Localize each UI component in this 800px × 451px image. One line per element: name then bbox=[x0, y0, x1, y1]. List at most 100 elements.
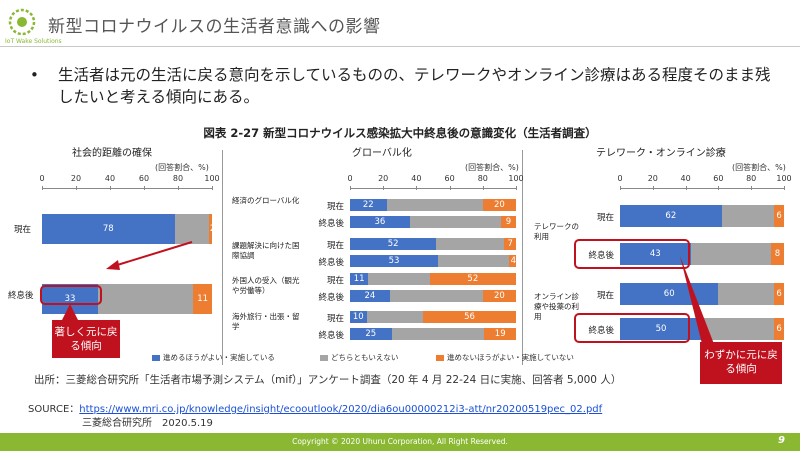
chart3-bar-segment-neutral bbox=[702, 318, 775, 340]
chart3-tick-label: 80 bbox=[746, 174, 757, 183]
chart2-bar-segment-yes bbox=[350, 199, 387, 211]
chart3-tick-mark bbox=[751, 186, 753, 190]
chart2-tick-mark bbox=[416, 186, 418, 190]
legend-swatch bbox=[320, 354, 328, 361]
chart3-axis-line bbox=[620, 188, 784, 189]
chart2-bar-segment-no bbox=[482, 290, 516, 302]
chart2-bar-segment-no bbox=[501, 216, 516, 228]
chart2-row-label: 現在 bbox=[326, 313, 344, 324]
chart2-bar-segment-neutral bbox=[366, 311, 424, 323]
chart3-bar-segment-neutral bbox=[718, 283, 775, 305]
chart3-bar-segment-no bbox=[774, 283, 784, 305]
chart1-cat-after: 終息後 bbox=[8, 291, 34, 301]
chart2-bar-segment-yes bbox=[350, 328, 392, 340]
chart3-row-label: 現在 bbox=[596, 212, 614, 223]
chart2-bar-segment-no bbox=[482, 199, 516, 211]
chart2-row-labels: 現在 終息後 現在 終息後 現在 終息後 現在 終息後 bbox=[300, 196, 348, 346]
chart2-tick-mark bbox=[383, 186, 385, 190]
chart2-data-label: 24 bbox=[364, 291, 376, 301]
chart2-bar-segment-no bbox=[429, 273, 516, 285]
chart2-bar-row: 25 19 bbox=[350, 328, 516, 340]
source-label: SOURCE： bbox=[28, 404, 80, 415]
chart2-row-label: 終息後 bbox=[318, 218, 344, 229]
chart2-title: グローバル化 bbox=[352, 148, 412, 159]
chart3-data-label: 43 bbox=[649, 249, 661, 259]
chart2-data-label: 7 bbox=[507, 239, 513, 249]
chart1-axis: 0 20 40 60 80 100 bbox=[39, 174, 220, 194]
chart2-row-label: 終息後 bbox=[318, 257, 344, 268]
chart1-bar-segment-no bbox=[208, 214, 212, 244]
footer-copyright: Copyright © 2020 Uhuru Corporation, All … bbox=[292, 437, 508, 446]
chart1-bar-row: 78 2 bbox=[42, 214, 215, 244]
chart2-bar-row: 11 52 bbox=[350, 273, 516, 285]
source-line: SOURCE：https://www.mri.co.jp/knowledge/i… bbox=[28, 400, 602, 415]
source-note: 出所：三菱総合研究所「生活者市場予測システム（mif）」アンケート調査（20 年… bbox=[34, 374, 622, 386]
chart1-cat-current: 現在 bbox=[14, 225, 32, 235]
callout-right: わずかに元に戻る傾向 bbox=[700, 342, 782, 384]
chart1-data-label: 2 bbox=[209, 224, 216, 234]
page-number: 9 bbox=[778, 435, 785, 446]
chart2-tick-label: 80 bbox=[477, 174, 488, 183]
chart1-bar-row: 33 11 bbox=[42, 284, 212, 314]
chart3-tick-mark bbox=[620, 186, 621, 190]
logo-text: IoT Wake Solutions bbox=[5, 38, 62, 45]
source-link[interactable]: https://www.mri.co.jp/knowledge/insight/… bbox=[79, 404, 603, 415]
chart2-bar-segment-no bbox=[504, 238, 516, 250]
chart1-tick-label: 40 bbox=[104, 174, 116, 183]
chart2-bar-segment-yes bbox=[350, 216, 410, 228]
chart3-group-2: オンライン診療や投薬の利用 bbox=[534, 292, 579, 321]
chart2-bar-segment-neutral bbox=[409, 216, 502, 228]
chart3-bar-segment-yes bbox=[620, 318, 702, 340]
legend-swatch bbox=[436, 354, 444, 361]
arrow-icon bbox=[106, 241, 193, 270]
chart3-row-label: 終息後 bbox=[588, 250, 614, 261]
chart3-row-label: 現在 bbox=[596, 290, 614, 301]
company-logo bbox=[6, 6, 38, 46]
page-title: 新型コロナウイルスの生活者意識への影響 bbox=[48, 17, 381, 37]
chart2-bar-segment-yes bbox=[350, 255, 438, 267]
chart3-tick-mark bbox=[718, 186, 720, 190]
chart1-tick-label: 100 bbox=[204, 174, 220, 183]
chart1-data-label: 33 bbox=[64, 294, 76, 304]
chart1-bar-segment-neutral bbox=[174, 214, 209, 244]
chart3-bar-row: 43 8 bbox=[620, 243, 784, 265]
chart2-bar-segment-yes bbox=[350, 238, 437, 250]
chart2-data-label: 19 bbox=[494, 329, 506, 339]
chart2-tick-mark bbox=[482, 186, 484, 190]
chart2-bars: 22 20 36 9 52 7 53 4 11 52 24 20 10 56 25 19 bbox=[350, 196, 516, 346]
chart1-tick-label: 20 bbox=[70, 174, 82, 183]
panel-separator bbox=[522, 150, 523, 365]
chart2-bar-segment-yes bbox=[350, 273, 369, 285]
chart2-bar-segment-neutral bbox=[437, 255, 510, 267]
chart2-tick-mark bbox=[449, 186, 451, 190]
chart3-tick-mark bbox=[652, 186, 654, 190]
chart2-bar-segment-neutral bbox=[368, 273, 430, 285]
chart2-row-label: 終息後 bbox=[318, 330, 344, 341]
chart2-axis: 0 20 40 60 80 100 bbox=[347, 174, 524, 194]
chart3-axis: 0 20 40 60 80 100 bbox=[617, 174, 792, 194]
chart1-tick-label: 0 bbox=[39, 174, 45, 183]
chart2-tick-label: 100 bbox=[508, 174, 524, 183]
legend-label: どちらともいえない bbox=[331, 353, 399, 362]
chart2-bar-row: 24 20 bbox=[350, 290, 516, 302]
chart3-tick-mark bbox=[784, 186, 785, 190]
chart2-bar-row: 10 56 bbox=[350, 311, 516, 323]
chart2-data-label: 25 bbox=[365, 329, 377, 339]
chart2-data-label: 9 bbox=[505, 217, 512, 227]
footer-bar bbox=[0, 433, 800, 451]
chart3-bar-segment-neutral bbox=[721, 205, 775, 227]
chart1-bar-segment-yes bbox=[42, 214, 175, 244]
chart2-group-2: 課題解決に向けた国際協調 bbox=[232, 241, 300, 260]
chart2-tick-label: 40 bbox=[411, 174, 422, 183]
chart2-data-label: 4 bbox=[510, 256, 517, 266]
chart3-bar-segment-no bbox=[770, 243, 784, 265]
chart2-group-3: 外国人の受入（観光や労働等） bbox=[232, 276, 300, 295]
chart3-bar-segment-neutral bbox=[690, 243, 771, 265]
legend-label: 進めるほうがよい・実施している bbox=[163, 353, 275, 362]
summary-text: 生活者は元の生活に戻る意向を示しているものの、テレワークやオンライン診療はある程… bbox=[58, 66, 771, 106]
chart2-row-label: 終息後 bbox=[318, 292, 344, 303]
chart2-tick-mark bbox=[350, 186, 351, 190]
chart3-row-labels: 現在 終息後 現在 終息後 bbox=[578, 200, 618, 342]
chart2-bar-segment-neutral bbox=[436, 238, 505, 250]
chart3-row-label: 終息後 bbox=[588, 325, 614, 336]
